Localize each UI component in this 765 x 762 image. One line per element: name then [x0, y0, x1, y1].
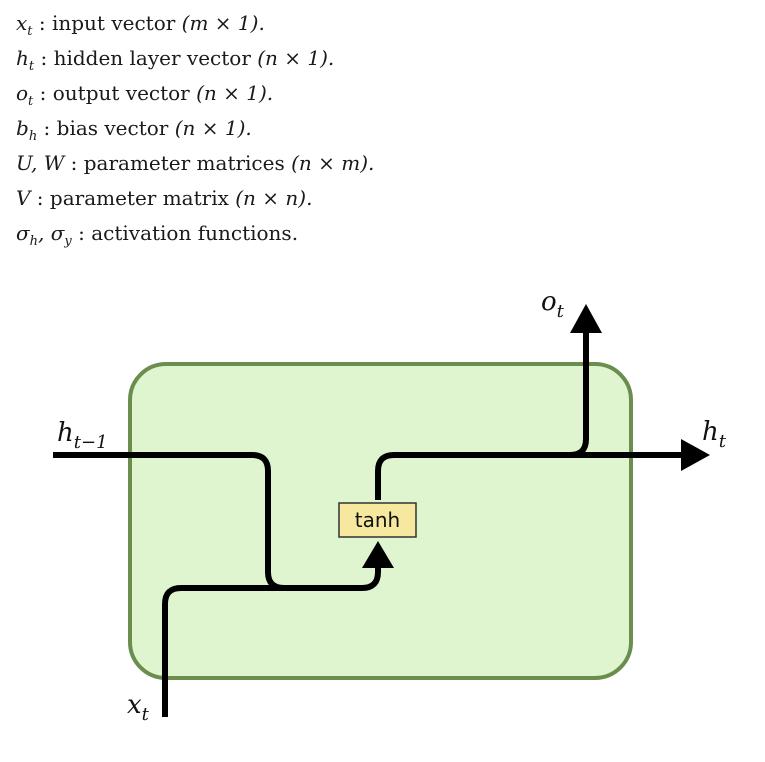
legend-description: parameter matrix	[49, 186, 229, 210]
legend-description: activation functions.	[91, 221, 299, 245]
legend-symbol: ht	[16, 46, 35, 74]
o-out-label: ot	[541, 287, 565, 322]
legend-item-input: xt : input vector (m × 1).	[16, 11, 265, 39]
legend-dimension: (n × 1).	[174, 116, 252, 140]
legend-item-param-matrices: U, W : parameter matrices (n × m).	[16, 151, 375, 175]
h-output-line	[375, 452, 690, 500]
tanh-input-arrowhead	[362, 541, 394, 568]
legend-dimension: (n × 1).	[196, 81, 274, 105]
o-output-arrowhead	[570, 304, 602, 333]
legend-description: hidden layer vector	[53, 46, 251, 70]
legend-description: input vector	[51, 11, 176, 35]
legend-item-param-matrix: V : parameter matrix (n × n).	[16, 186, 313, 210]
o-output-line	[569, 330, 589, 458]
legend-symbol: bh	[16, 116, 38, 144]
legend-description: parameter matrices	[83, 151, 285, 175]
legend-symbol: U, W	[16, 151, 65, 175]
legend-item-output: ot : output vector (n × 1).	[16, 81, 274, 109]
h-out-label: ht	[702, 417, 727, 452]
tanh-label: tanh	[355, 508, 400, 532]
legend-item-hidden: ht : hidden layer vector (n × 1).	[16, 46, 335, 74]
legend-dimension: (n × n).	[235, 186, 313, 210]
x-input-line	[162, 585, 300, 717]
h-output-arrowhead	[681, 439, 710, 471]
tanh-box	[338, 502, 417, 538]
variable-legend: xt : input vector (m × 1). ht : hidden l…	[16, 8, 374, 253]
legend-symbol: V	[16, 186, 31, 210]
legend-description: output vector	[52, 81, 190, 105]
legend-dimension: (m × 1).	[181, 11, 265, 35]
h-prev-label: ht−1	[57, 418, 108, 453]
legend-item-bias: bh : bias vector (n × 1).	[16, 116, 252, 144]
x-in-label: xt	[127, 690, 150, 725]
legend-dimension: (n × m).	[291, 151, 375, 175]
legend-symbol: ot	[16, 81, 34, 109]
legend-symbol: xt	[16, 11, 33, 39]
h-prev-line	[53, 452, 381, 591]
legend-description: bias vector	[56, 116, 169, 140]
legend-item-activation: σh, σy : activation functions.	[16, 221, 299, 249]
legend-dimension: (n × 1).	[257, 46, 335, 70]
legend-symbol: σh, σy	[16, 221, 72, 249]
